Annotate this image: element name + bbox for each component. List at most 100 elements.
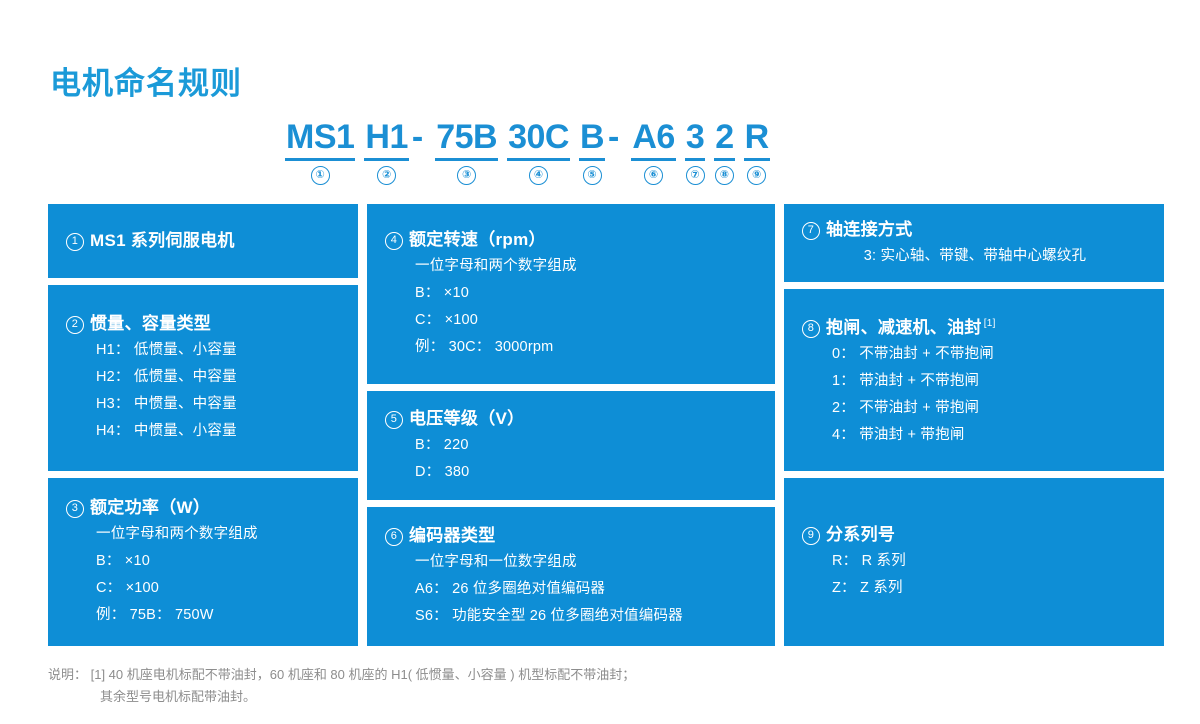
spec-panel-4-title-text: 额定转速（rpm） [409, 230, 546, 249]
spec-panel-8-line-3: 2： 不带油封 + 带抱闸 [832, 400, 980, 416]
model-code-rule-5 [578, 158, 606, 161]
spec-panel-9-line-2: Z： Z 系列 [832, 580, 903, 596]
circled-number-5-icon: 5 [385, 410, 403, 429]
model-code-segment-8: 2 ⑧ [714, 118, 735, 185]
model-code-text-8: 2 [715, 118, 734, 156]
spec-panel-3-line-3: C： ×100 [96, 580, 160, 596]
spec-panel-3-line-1: 一位字母和两个数字组成 [96, 526, 258, 542]
circled-number-3-icon: 3 [66, 500, 84, 518]
model-code-number-7: ⑦ [685, 166, 705, 185]
spec-column-middle: 4 额定转速（rpm） 一位字母和两个数字组成 B： ×10 C： ×100 例：… [367, 204, 775, 646]
circled-number-9-icon: 9 [802, 527, 820, 545]
spec-column-left: 1 MS1 系列伺服电机 2 惯量、容量类型 H1： 低惯量、小容量 H2： 低惯量… [48, 204, 358, 646]
model-code-rule-2 [364, 158, 409, 161]
spec-panel-6-line-2: A6： 26 位多圈绝对值编码器 [415, 581, 606, 597]
model-code-text-2: H1 [365, 118, 408, 156]
model-code-number-8: ⑧ [714, 166, 734, 185]
spec-panel-5-line-2: D： 380 [415, 463, 470, 480]
spec-panel-4-line-2: B： ×10 [415, 285, 469, 301]
model-code-text-5: B [579, 118, 605, 156]
spec-panel-6-line-1: 一位字母和一位数字组成 [415, 554, 577, 570]
model-code-text-7: 3 [685, 118, 705, 156]
footnote-line-1: 说明： [1] 40 机座电机标配不带油封，60 机座和 80 机座的 H1( … [48, 667, 636, 682]
model-code-number-2: ② [377, 166, 397, 185]
model-code-segment-9: R ⑨ [743, 118, 770, 185]
spec-panel-5-title: 5 电压等级（V） [385, 406, 759, 432]
model-code-separator-1: - [411, 118, 424, 156]
spec-panel-8: 8 抱闸、减速机、油封 [1] 0： 不带油封 + 不带抱闸 1： 带油封 + 不带… [784, 289, 1164, 471]
footnote: 说明： [1] 40 机座电机标配不带油封，60 机座和 80 机座的 H1( … [48, 664, 1158, 708]
spec-panel-4: 4 额定转速（rpm） 一位字母和两个数字组成 B： ×10 C： ×100 例：… [367, 204, 775, 384]
model-code-segment-7: 3 ⑦ [684, 118, 706, 185]
spec-panel-1: 1 MS1 系列伺服电机 [48, 204, 358, 278]
spec-panel-8-title: 8 抱闸、减速机、油封 [1] [802, 311, 1148, 341]
model-code-rule-4 [507, 158, 570, 161]
spec-panel-4-line-3: C： ×100 [415, 312, 479, 328]
spec-panel-5-title-text: 电压等级（V） [409, 408, 525, 428]
spec-panel-9-title-text: 分系列号 [826, 525, 896, 544]
spec-panel-6-line-3: S6： 功能安全型 26 位多圈绝对值编码器 [415, 608, 683, 624]
spec-panel-5: 5 电压等级（V） B： 220 D： 380 [367, 391, 775, 500]
spec-grid: 1 MS1 系列伺服电机 2 惯量、容量类型 H1： 低惯量、小容量 H2： 低惯量… [48, 204, 1164, 646]
model-code-rule-3 [435, 158, 499, 161]
model-code-segment-5: B ⑤ [578, 118, 606, 185]
circled-number-4-icon: 4 [385, 232, 403, 250]
model-code-text-4: 30C [508, 118, 569, 156]
spec-panel-9-title: 9 分系列号 [802, 522, 1148, 548]
circled-number-6-icon: 6 [385, 528, 403, 546]
circled-number-8-icon: 8 [802, 320, 820, 338]
spec-panel-9: 9 分系列号 R： R 系列 Z： Z 系列 [784, 478, 1164, 646]
model-code-text-3: 75B [436, 118, 498, 156]
model-code-number-3: ③ [457, 166, 477, 185]
spec-panel-3-line-2: B： ×10 [96, 553, 150, 569]
spec-panel-2: 2 惯量、容量类型 H1： 低惯量、小容量 H2： 低惯量、中容量 H3： 中惯量… [48, 285, 358, 471]
spec-panel-2-line-3: H3： 中惯量、中容量 [96, 396, 237, 412]
spec-panel-6: 6 编码器类型 一位字母和一位数字组成 A6： 26 位多圈绝对值编码器 S6： … [367, 507, 775, 646]
spec-panel-7-title-text: 轴连接方式 [826, 219, 913, 239]
spec-panel-2-line-1: H1： 低惯量、小容量 [96, 342, 237, 358]
model-code-number-1: ① [310, 166, 330, 185]
spec-panel-4-line-1: 一位字母和两个数字组成 [415, 258, 577, 274]
spec-panel-8-title-text: 抱闸、减速机、油封 [826, 318, 982, 337]
model-code-segment-4: 30C ④ [507, 118, 570, 185]
spec-panel-2-title: 2 惯量、容量类型 [66, 311, 342, 337]
spec-panel-2-title-text: 惯量、容量类型 [90, 314, 212, 333]
model-code-segment-2: H1 ② [364, 118, 409, 185]
spec-column-right: 7 轴连接方式 3: 实心轴、带键、带轴中心螺纹孔 8 抱闸、减速机、油封 [1] 0… [784, 204, 1164, 646]
spec-panel-8-footnote-marker: [1] [983, 318, 996, 329]
spec-panel-4-line-4: 例： 30C： 3000rpm [415, 339, 554, 355]
spec-panel-3-title-text: 额定功率（W） [90, 498, 211, 517]
spec-panel-3-line-4: 例： 75B： 750W [96, 607, 214, 623]
model-code-number-6: ⑥ [644, 166, 664, 185]
model-code-rule-9 [743, 158, 770, 161]
model-code-diagram: MS1 ① H1 ② - 75B ③ 30C ④ B ⑤ - A6 ⑥ 3 ⑦ [285, 118, 770, 185]
model-code-rule-8 [714, 158, 735, 161]
spec-panel-2-line-2: H2： 低惯量、中容量 [96, 369, 237, 385]
circled-number-2-icon: 2 [66, 316, 84, 334]
circled-number-7-icon: 7 [802, 221, 820, 240]
model-code-text-1: MS1 [286, 118, 355, 156]
footnote-line-2: 其余型号电机标配带油封。 [100, 689, 257, 704]
spec-panel-8-line-1: 0： 不带油封 + 不带抱闸 [832, 346, 994, 362]
spec-panel-8-line-2: 1： 带油封 + 不带抱闸 [832, 373, 980, 389]
model-code-segment-6: A6 ⑥ [631, 118, 676, 185]
model-code-text-6: A6 [632, 118, 675, 156]
spec-panel-3-title: 3 额定功率（W） [66, 495, 342, 521]
spec-panel-9-line-1: R： R 系列 [832, 553, 906, 569]
spec-panel-2-line-4: H4： 中惯量、小容量 [96, 423, 237, 439]
model-code-number-5: ⑤ [582, 166, 602, 185]
spec-panel-4-title: 4 额定转速（rpm） [385, 227, 759, 253]
model-code-number-4: ④ [529, 166, 549, 185]
spec-panel-5-line-1: B： 220 [415, 436, 469, 453]
model-code-segment-1: MS1 ① [285, 118, 356, 185]
spec-panel-6-title: 6 编码器类型 [385, 523, 759, 549]
spec-panel-3: 3 额定功率（W） 一位字母和两个数字组成 B： ×10 C： ×100 例： 7… [48, 478, 358, 646]
circled-number-1-icon: 1 [66, 233, 84, 251]
model-code-rule-6 [631, 158, 676, 161]
spec-panel-6-title-text: 编码器类型 [409, 526, 496, 545]
spec-panel-7-title: 7 轴连接方式 [802, 217, 1148, 243]
spec-panel-1-title-text: MS1 系列伺服电机 [90, 231, 235, 250]
model-code-number-9: ⑨ [747, 166, 767, 185]
model-code-text-9: R [744, 118, 770, 156]
model-code-rule-1 [285, 158, 356, 161]
